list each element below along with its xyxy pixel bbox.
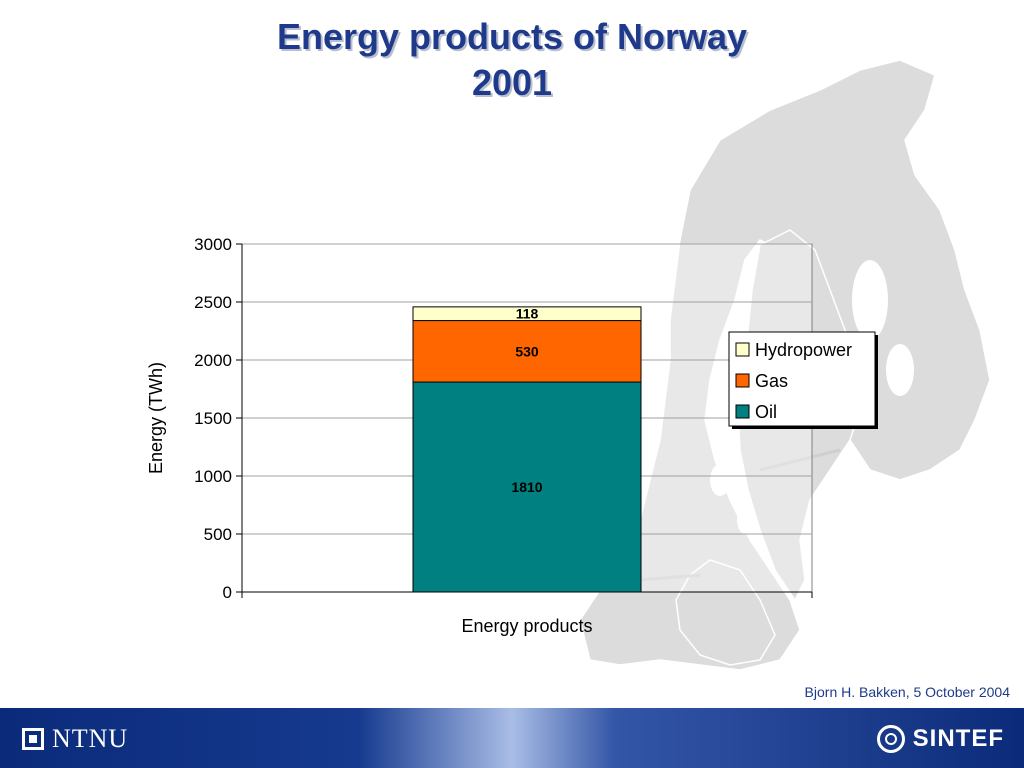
y-tick-label: 3000 — [194, 235, 232, 254]
y-tick-label: 1000 — [194, 467, 232, 486]
sintef-logo-text: SINTEF — [912, 725, 1004, 752]
ntnu-square-icon — [22, 728, 44, 750]
y-axis-title: Energy (TWh) — [146, 362, 166, 474]
y-tick-label: 0 — [223, 583, 232, 602]
legend-label-hydropower: Hydropower — [755, 340, 852, 360]
y-tick-label: 2500 — [194, 293, 232, 312]
slide-title: Energy products of Norway 2001 — [0, 14, 1024, 106]
legend-swatch-oil — [735, 404, 750, 419]
data-label-gas: 530 — [515, 343, 539, 359]
legend-swatch-gas — [735, 373, 750, 388]
data-label-hydropower: 118 — [516, 306, 539, 322]
ntnu-logo-text: NTNU — [52, 724, 129, 753]
sintef-logo: SINTEF — [876, 724, 1004, 754]
y-tick-label: 1500 — [194, 409, 232, 428]
bar-segment-hydropower — [412, 306, 642, 322]
data-label-oil: 1810 — [511, 479, 542, 495]
title-line-2: 2001 — [471, 62, 553, 103]
footer-bar: NTNU SINTEF — [0, 708, 1024, 768]
sintef-circle-icon — [876, 725, 905, 753]
legend-box — [728, 331, 876, 427]
ntnu-logo: NTNU — [22, 724, 128, 754]
author-credit: Bjorn H. Bakken, 5 October 2004 — [804, 684, 1010, 700]
legend-label-gas: Gas — [755, 371, 788, 391]
legend-label-oil: Oil — [755, 402, 777, 422]
bar-segment-oil — [412, 381, 642, 593]
title-line-1: Energy products of Norway — [276, 16, 748, 57]
x-category-label: Energy products — [461, 616, 592, 636]
legend-swatch-hydropower — [735, 342, 750, 357]
y-tick-label: 2000 — [194, 351, 232, 370]
y-tick-label: 500 — [204, 525, 232, 544]
energy-bar-chart: 0 500 1000 1500 2000 2500 3000 1810 530 118 Energy… — [146, 235, 878, 636]
bar-segment-gas — [412, 320, 642, 383]
